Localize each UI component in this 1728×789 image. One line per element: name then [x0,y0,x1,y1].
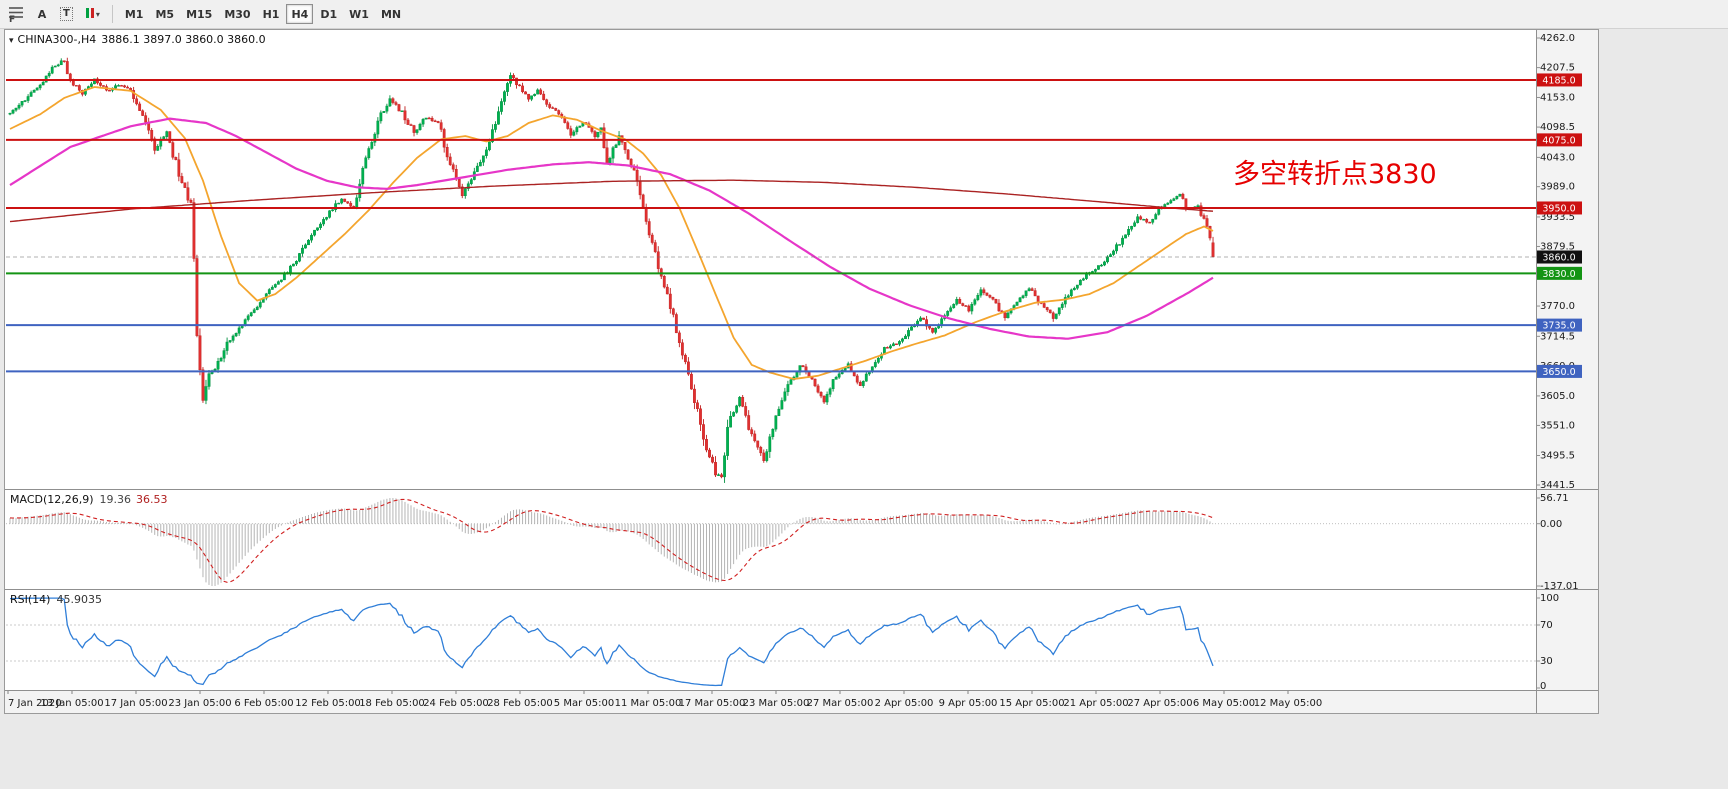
svg-text:3735.0: 3735.0 [1542,321,1575,332]
svg-text:3605.0: 3605.0 [1540,391,1575,402]
svg-text:3860.0: 3860.0 [1542,253,1575,264]
toolbar: F A T ▾ M1 M5 M15 M30 H1 H4 D1 W1 MN [0,0,1728,29]
toolbar-separator [111,5,113,23]
svg-text:24 Feb 05:00: 24 Feb 05:00 [423,698,489,709]
svg-text:3441.5: 3441.5 [1540,480,1575,491]
svg-text:4075.0: 4075.0 [1542,135,1575,146]
svg-text:27 Mar 05:00: 27 Mar 05:00 [807,698,874,709]
chart-collapse-icon[interactable]: ▾ [9,36,14,46]
chart-window-border [4,29,1599,714]
svg-text:18 Feb 05:00: 18 Feb 05:00 [359,698,425,709]
svg-text:4207.5: 4207.5 [1540,63,1575,74]
text-tool-label: T [60,7,73,21]
svg-text:4098.5: 4098.5 [1540,122,1575,133]
price-tag-3650.0: 3650.0 [1537,364,1582,378]
svg-text:4185.0: 4185.0 [1542,75,1575,86]
svg-text:100: 100 [1540,593,1559,604]
timeframe-button-m30[interactable]: M30 [219,4,255,24]
svg-text:3830.0: 3830.0 [1542,269,1575,280]
macd-signal-line [9,498,1214,583]
svg-text:4153.0: 4153.0 [1540,92,1575,103]
svg-text:4262.0: 4262.0 [1540,33,1575,44]
charts-grid-icon [9,6,23,18]
chart-type-icon [85,7,95,21]
svg-text:70: 70 [1540,620,1553,631]
svg-text:21 Apr 05:00: 21 Apr 05:00 [1063,698,1128,709]
font-tool-label: A [37,7,47,21]
rsi-line [9,597,1214,687]
svg-text:3879.5: 3879.5 [1540,241,1575,252]
macd-histogram [9,498,1214,586]
svg-text:-137.01: -137.01 [1540,581,1579,592]
svg-text:3650.0: 3650.0 [1542,367,1575,378]
svg-text:28 Feb 05:00: 28 Feb 05:00 [487,698,553,709]
svg-text:3714.5: 3714.5 [1540,331,1575,342]
svg-text:2 Apr 05:00: 2 Apr 05:00 [875,698,934,709]
price-tag-3735.0: 3735.0 [1537,318,1582,332]
timeframe-button-d1[interactable]: D1 [315,4,342,24]
price-level-lines[interactable] [6,78,1536,373]
svg-text:3770.0: 3770.0 [1540,301,1575,312]
time-axis-background[interactable] [5,690,1536,713]
svg-text:6 Feb 05:00: 6 Feb 05:00 [234,698,293,709]
timeframe-button-w1[interactable]: W1 [344,4,374,24]
svg-text:17 Jan 05:00: 17 Jan 05:00 [104,698,167,709]
toolbar-f-label: F [9,15,16,25]
chart-panes-background [5,30,1536,690]
svg-text:56.71: 56.71 [1540,493,1569,504]
font-tool-button[interactable]: A [31,4,53,24]
svg-text:4043.0: 4043.0 [1540,152,1575,163]
pane-dividers[interactable] [5,30,1598,713]
svg-text:27 Apr 05:00: 27 Apr 05:00 [1127,698,1192,709]
price-axis[interactable]: 4262.0 4207.5 4153.0 4098.5 4043.0 3989.0 3933… [1536,33,1582,692]
timeframe-button-mn[interactable]: MN [376,4,406,24]
svg-text:9 Apr 05:00: 9 Apr 05:00 [939,698,998,709]
candlestick-series [8,57,1215,483]
svg-text:23 Mar 05:00: 23 Mar 05:00 [743,698,810,709]
chart-type-dropdown[interactable]: ▾ [80,4,105,24]
timeframe-button-m5[interactable]: M5 [150,4,179,24]
svg-text:0: 0 [1540,681,1546,692]
svg-text:5 Mar 05:00: 5 Mar 05:00 [554,698,614,709]
svg-text:23 Jan 05:00: 23 Jan 05:00 [168,698,231,709]
price-tag-4075.0: 4075.0 [1537,133,1582,147]
svg-text:13 Jan 05:00: 13 Jan 05:00 [40,698,103,709]
timeframe-button-m1[interactable]: M1 [120,4,149,24]
chevron-down-icon: ▾ [95,9,100,19]
price-tag-3950.0: 3950.0 [1537,201,1582,215]
timeframe-button-h1[interactable]: H1 [258,4,285,24]
charts-grid-button[interactable] [3,2,29,22]
svg-text:17 Mar 05:00: 17 Mar 05:00 [679,698,746,709]
svg-text:12 Feb 05:00: 12 Feb 05:00 [295,698,361,709]
svg-text:7 Jan 2020: 7 Jan 2020 [8,698,62,709]
svg-text:15 Apr 05:00: 15 Apr 05:00 [999,698,1064,709]
svg-text:12 May 05:00: 12 May 05:00 [1254,698,1323,709]
timeframe-button-m15[interactable]: M15 [181,4,217,24]
svg-text:30: 30 [1540,656,1553,667]
svg-text:3950.0: 3950.0 [1542,203,1575,214]
svg-text:11 Mar 05:00: 11 Mar 05:00 [615,698,682,709]
svg-text:3495.5: 3495.5 [1540,451,1575,462]
timeframe-button-h4[interactable]: H4 [286,4,314,24]
svg-text:3551.0: 3551.0 [1540,420,1575,431]
medium-ma-line [9,117,1214,340]
price-tag-3830.0: 3830.0 [1537,266,1582,280]
svg-text:3933.5: 3933.5 [1540,212,1575,223]
price-tag-3860.0: 3860.0 [1537,250,1582,264]
slow-ma-line [9,179,1214,223]
svg-text:6 May 05:00: 6 May 05:00 [1193,698,1255,709]
price-tag-4185.0: 4185.0 [1537,73,1582,87]
text-tool-button[interactable]: T [55,4,78,24]
svg-text:0.00: 0.00 [1540,519,1562,530]
svg-text:3989.0: 3989.0 [1540,182,1575,193]
